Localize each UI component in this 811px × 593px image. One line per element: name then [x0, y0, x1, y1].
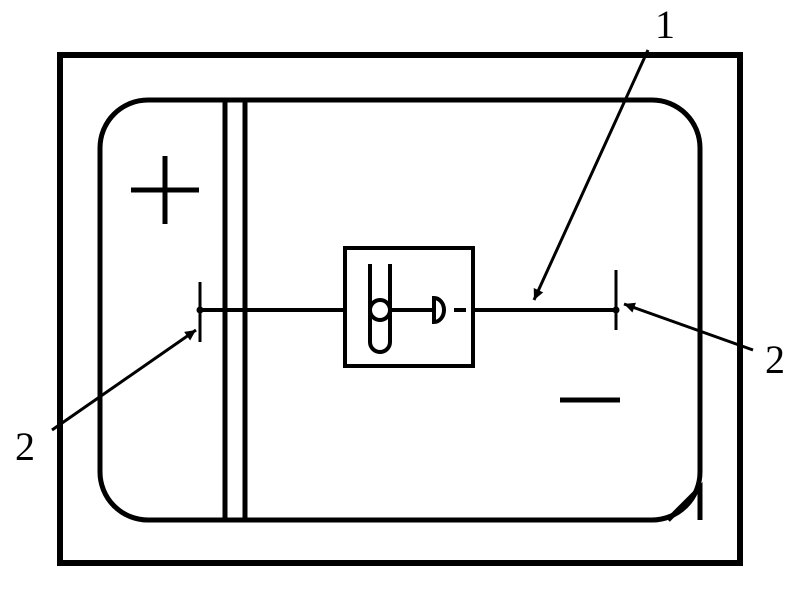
callout-label-2-right: 2 [765, 337, 785, 382]
chip-outline [345, 248, 473, 366]
corner-notch [668, 488, 700, 520]
chip-u-trace [370, 264, 390, 352]
callout-label-1: 1 [655, 2, 675, 47]
chip-left-pad [370, 300, 390, 320]
callout-label-2-left: 2 [15, 424, 35, 469]
chip-right-pad [434, 298, 444, 322]
